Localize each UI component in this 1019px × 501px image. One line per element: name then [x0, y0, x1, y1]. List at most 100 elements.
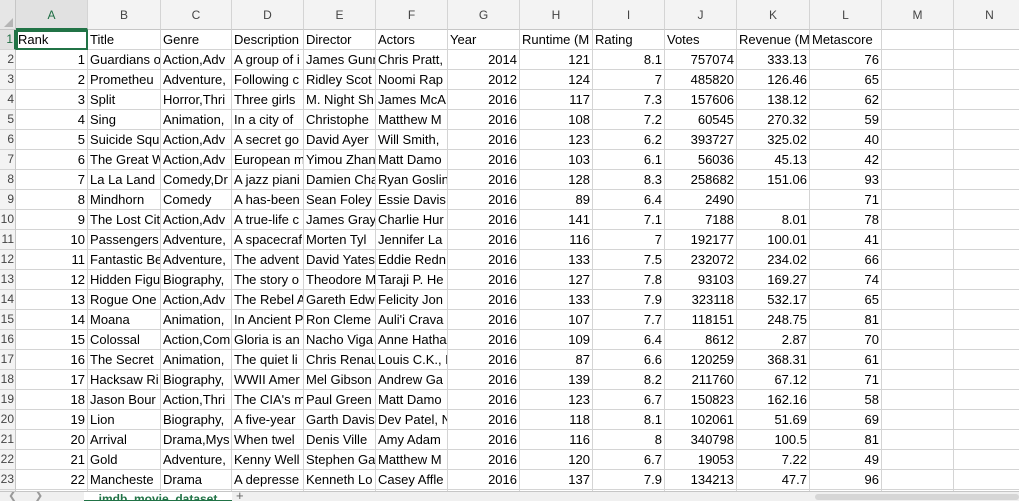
data-cell[interactable] [882, 170, 954, 190]
data-cell[interactable]: 6.7 [593, 450, 665, 470]
data-cell[interactable]: 2016 [448, 210, 520, 230]
data-cell[interactable]: 41 [810, 230, 882, 250]
data-cell[interactable]: Split [88, 90, 161, 110]
row-header[interactable]: 17 [0, 350, 16, 370]
header-cell[interactable]: Rank [16, 30, 88, 50]
data-cell[interactable] [882, 190, 954, 210]
data-cell[interactable] [882, 50, 954, 70]
data-cell[interactable]: 6.2 [593, 130, 665, 150]
data-cell[interactable]: Anne Hatha [376, 330, 448, 350]
left-chevron-icon[interactable]: ❮ [8, 491, 18, 501]
data-cell[interactable]: Matt Damo [376, 150, 448, 170]
data-cell[interactable]: Dev Patel, N [376, 410, 448, 430]
data-cell[interactable]: 81 [810, 430, 882, 450]
data-cell[interactable] [954, 210, 1019, 230]
data-cell[interactable]: 2016 [448, 110, 520, 130]
data-cell[interactable]: Mancheste [88, 470, 161, 490]
data-cell[interactable]: European m [232, 150, 304, 170]
data-cell[interactable]: M. Night Sh [304, 90, 376, 110]
data-cell[interactable]: James Gunn [304, 50, 376, 70]
data-cell[interactable]: Christophe [304, 110, 376, 130]
data-cell[interactable]: Hidden Figu [88, 270, 161, 290]
row-header[interactable]: 8 [0, 170, 16, 190]
data-cell[interactable]: 47.7 [737, 470, 810, 490]
data-cell[interactable] [954, 430, 1019, 450]
data-cell[interactable]: 7188 [665, 210, 737, 230]
data-cell[interactable]: 2016 [448, 410, 520, 430]
data-cell[interactable]: 11 [16, 250, 88, 270]
sheet-tab-imdb-movie-dataset[interactable]: imdb_movie_dataset [84, 492, 232, 501]
data-cell[interactable]: 127 [520, 270, 593, 290]
header-cell[interactable]: Metascore [810, 30, 882, 50]
data-cell[interactable]: Charlie Hur [376, 210, 448, 230]
data-cell[interactable] [882, 410, 954, 430]
data-cell[interactable]: 133 [520, 290, 593, 310]
header-cell[interactable]: Runtime (M [520, 30, 593, 50]
data-cell[interactable]: 103 [520, 150, 593, 170]
data-cell[interactable]: Action,Adv [161, 210, 232, 230]
column-header-c[interactable]: C [161, 0, 232, 30]
data-cell[interactable]: Sean Foley [304, 190, 376, 210]
row-header[interactable]: 3 [0, 70, 16, 90]
data-cell[interactable]: 162.16 [737, 390, 810, 410]
row-header[interactable]: 22 [0, 450, 16, 470]
header-cell[interactable]: Director [304, 30, 376, 50]
data-cell[interactable]: 100.5 [737, 430, 810, 450]
data-cell[interactable]: A depresse [232, 470, 304, 490]
data-cell[interactable]: Ridley Scot [304, 70, 376, 90]
data-cell[interactable]: 2016 [448, 150, 520, 170]
data-cell[interactable]: 102061 [665, 410, 737, 430]
data-cell[interactable]: Action,Adv [161, 130, 232, 150]
data-cell[interactable]: 8.3 [593, 170, 665, 190]
data-cell[interactable]: 51.69 [737, 410, 810, 430]
data-cell[interactable]: 67.12 [737, 370, 810, 390]
data-cell[interactable]: Following c [232, 70, 304, 90]
data-cell[interactable] [954, 370, 1019, 390]
data-cell[interactable] [954, 350, 1019, 370]
data-cell[interactable]: Kenny Well [232, 450, 304, 470]
data-cell[interactable]: 49 [810, 450, 882, 470]
data-cell[interactable]: 14 [16, 310, 88, 330]
data-cell[interactable]: Eddie Redn [376, 250, 448, 270]
data-cell[interactable]: 100.01 [737, 230, 810, 250]
data-cell[interactable]: 74 [810, 270, 882, 290]
data-cell[interactable] [954, 150, 1019, 170]
data-cell[interactable]: Drama,Mys [161, 430, 232, 450]
data-cell[interactable]: 81 [810, 310, 882, 330]
data-cell[interactable]: Animation, [161, 310, 232, 330]
row-header[interactable]: 19 [0, 390, 16, 410]
data-cell[interactable]: A spacecraf [232, 230, 304, 250]
data-cell[interactable]: Drama [161, 470, 232, 490]
data-cell[interactable]: 8.1 [593, 410, 665, 430]
data-cell[interactable]: 118 [520, 410, 593, 430]
data-cell[interactable]: 12 [16, 270, 88, 290]
data-cell[interactable]: 6.4 [593, 190, 665, 210]
data-cell[interactable]: A jazz piani [232, 170, 304, 190]
data-cell[interactable]: 56036 [665, 150, 737, 170]
data-cell[interactable]: 18 [16, 390, 88, 410]
data-cell[interactable]: Louis C.K., E [376, 350, 448, 370]
data-cell[interactable]: Will Smith, [376, 130, 448, 150]
data-cell[interactable]: Morten Tyl [304, 230, 376, 250]
column-header-b[interactable]: B [88, 0, 161, 30]
data-cell[interactable]: Rogue One [88, 290, 161, 310]
data-cell[interactable]: Action,Adv [161, 150, 232, 170]
data-cell[interactable]: 126.46 [737, 70, 810, 90]
column-header-l[interactable]: L [810, 0, 882, 30]
data-cell[interactable]: 116 [520, 430, 593, 450]
data-cell[interactable]: Auli'i Crava [376, 310, 448, 330]
data-cell[interactable]: 45.13 [737, 150, 810, 170]
data-cell[interactable]: A has-been [232, 190, 304, 210]
data-cell[interactable]: Three girls [232, 90, 304, 110]
data-cell[interactable]: 7.9 [593, 290, 665, 310]
row-header[interactable]: 15 [0, 310, 16, 330]
data-cell[interactable]: 19053 [665, 450, 737, 470]
column-header-a[interactable]: A [16, 0, 88, 30]
data-cell[interactable]: Passengers [88, 230, 161, 250]
data-cell[interactable]: Action,Adv [161, 50, 232, 70]
data-cell[interactable] [882, 110, 954, 130]
data-cell[interactable]: 139 [520, 370, 593, 390]
data-cell[interactable]: 10 [16, 230, 88, 250]
data-cell[interactable]: 5 [16, 130, 88, 150]
data-cell[interactable]: 7.3 [593, 90, 665, 110]
